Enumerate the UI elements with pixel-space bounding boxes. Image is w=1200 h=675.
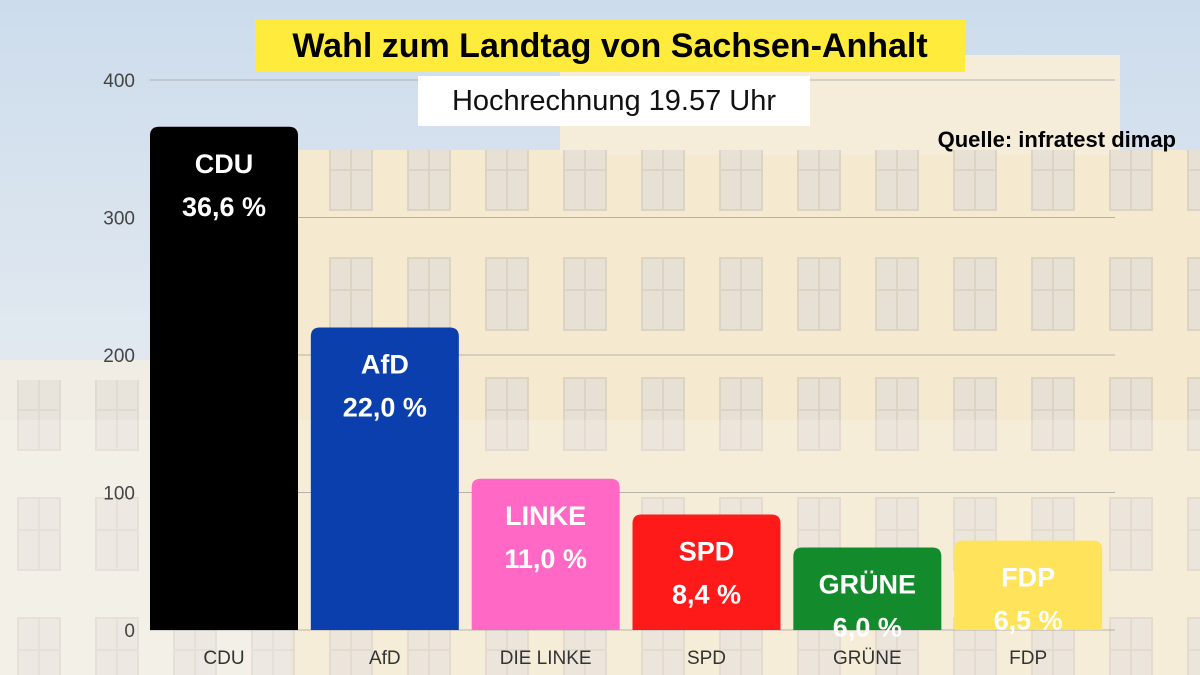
x-axis-ticks: CDU AfD DIE LINKE SPD GRÜNE FDP — [203, 648, 1047, 669]
x-tick-label: DIE LINKE — [500, 648, 592, 669]
y-tick-label: 400 — [103, 71, 135, 92]
bars: CDU 36,6 % AfD 22,0 % LINKE 11,0 % SPD 8,4 % GRÜ… — [150, 126, 1103, 643]
bar-fdp — [954, 540, 1103, 630]
y-tick-label: 200 — [103, 346, 135, 367]
bar-percent-label: 6,5 % — [994, 606, 1063, 636]
y-axis-ticks: 0 100 200 300 400 — [103, 71, 135, 642]
bar-grüne — [793, 547, 942, 630]
bar-party-label: SPD — [679, 537, 735, 567]
y-tick-label: 100 — [103, 484, 135, 505]
bar-party-label: FDP — [1001, 563, 1055, 593]
bar-party-label: GRÜNE — [819, 570, 917, 600]
bar-afd — [310, 327, 459, 630]
bar-percent-label: 6,0 % — [833, 613, 902, 643]
chart-subtitle-box: Hochrechnung 19.57 Uhr — [418, 76, 810, 126]
x-tick-label: AfD — [369, 648, 401, 669]
bar-percent-label: 11,0 % — [504, 544, 587, 574]
x-tick-label: CDU — [203, 648, 244, 669]
chart-title: Wahl zum Landtag von Sachsen-Anhalt — [292, 26, 928, 65]
bar-linke — [471, 478, 620, 630]
bar-percent-label: 22,0 % — [343, 393, 427, 423]
x-tick-label: FDP — [1009, 648, 1047, 669]
bar-party-label: CDU — [195, 149, 254, 179]
bar-cdu — [150, 126, 298, 630]
bar-percent-label: 36,6 % — [182, 192, 266, 222]
bar-party-label: AfD — [361, 350, 409, 380]
y-tick-label: 300 — [103, 209, 135, 230]
bar-spd — [632, 514, 781, 630]
bar-party-label: LINKE — [505, 501, 586, 531]
x-tick-label: GRÜNE — [833, 648, 902, 669]
bar-percent-label: 8,4 % — [672, 580, 741, 610]
chart-subtitle: Hochrechnung 19.57 Uhr — [451, 84, 777, 117]
x-tick-label: SPD — [687, 648, 726, 669]
chart-title-box: Wahl zum Landtag von Sachsen-Anhalt — [255, 20, 965, 72]
source-note: Quelle: infratest dimap — [937, 127, 1176, 152]
y-tick-label: 0 — [124, 621, 135, 642]
